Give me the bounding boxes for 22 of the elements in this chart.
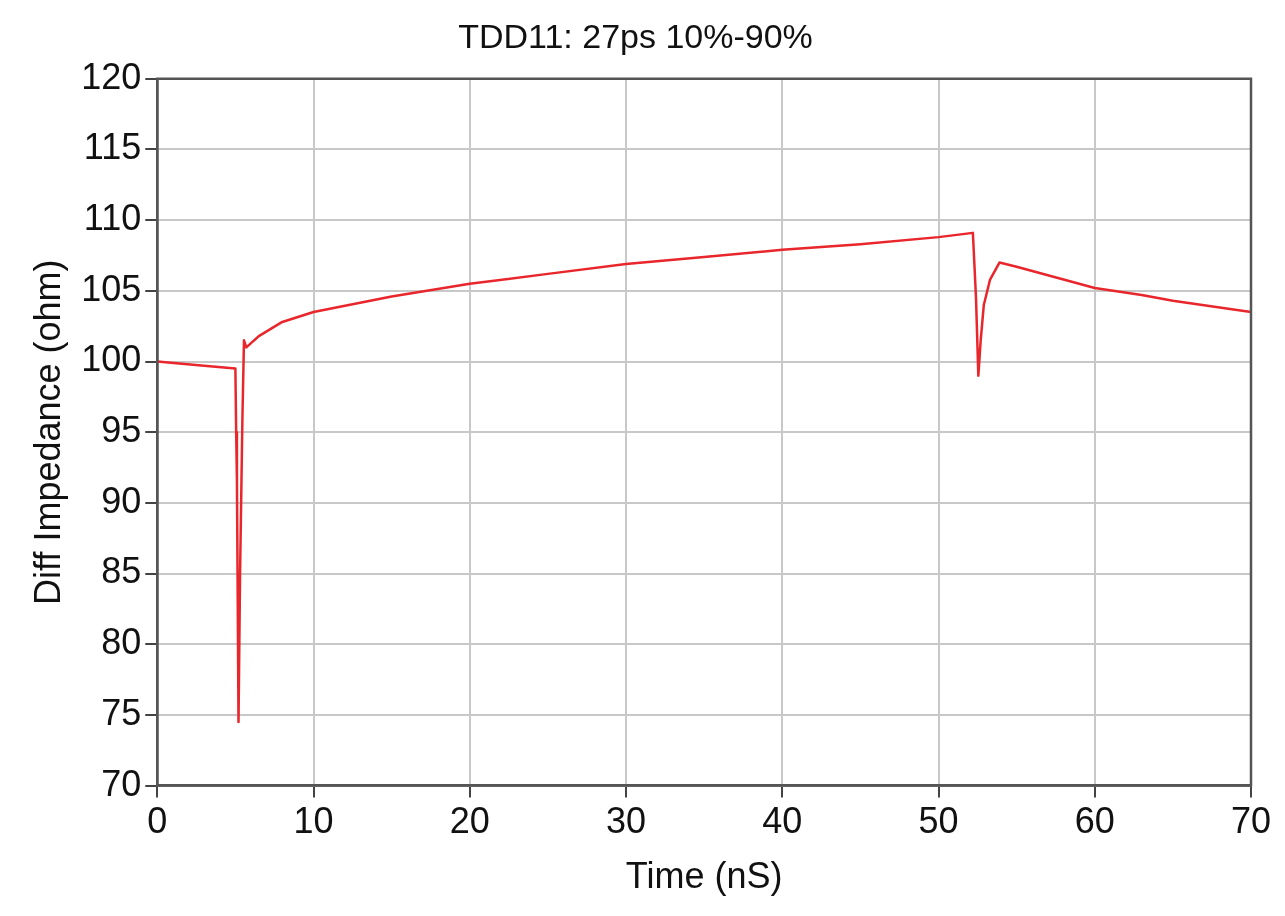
y-axis-title: Diff Impedance (ohm) [26, 259, 68, 605]
x-tick-label: 0 [147, 800, 168, 842]
x-tick-label: 40 [762, 800, 803, 842]
x-axis-title: Time (nS) [625, 855, 783, 897]
x-tick-label: 60 [1074, 800, 1115, 842]
y-tick-label: 105 [81, 267, 142, 309]
x-tick-label: 20 [449, 800, 490, 842]
y-tick-label: 100 [81, 338, 142, 380]
x-tick-label: 70 [1230, 800, 1272, 842]
y-tick-label: 80 [101, 621, 142, 663]
y-tick-label: 75 [101, 691, 142, 733]
chart-title: TDD11: 27ps 10%-90% [458, 16, 813, 55]
y-tick-label: 120 [81, 55, 142, 97]
y-tick-label: 95 [101, 409, 142, 451]
y-tick-label: 110 [83, 197, 142, 239]
x-tick-label: 50 [918, 800, 959, 842]
y-tick-label: 85 [101, 550, 142, 592]
x-tick-label: 10 [293, 800, 334, 842]
y-tick-label: 115 [83, 126, 142, 168]
y-tick-label: 90 [101, 479, 142, 521]
x-tick-label: 30 [605, 800, 647, 842]
y-tick-label: 70 [101, 762, 142, 804]
